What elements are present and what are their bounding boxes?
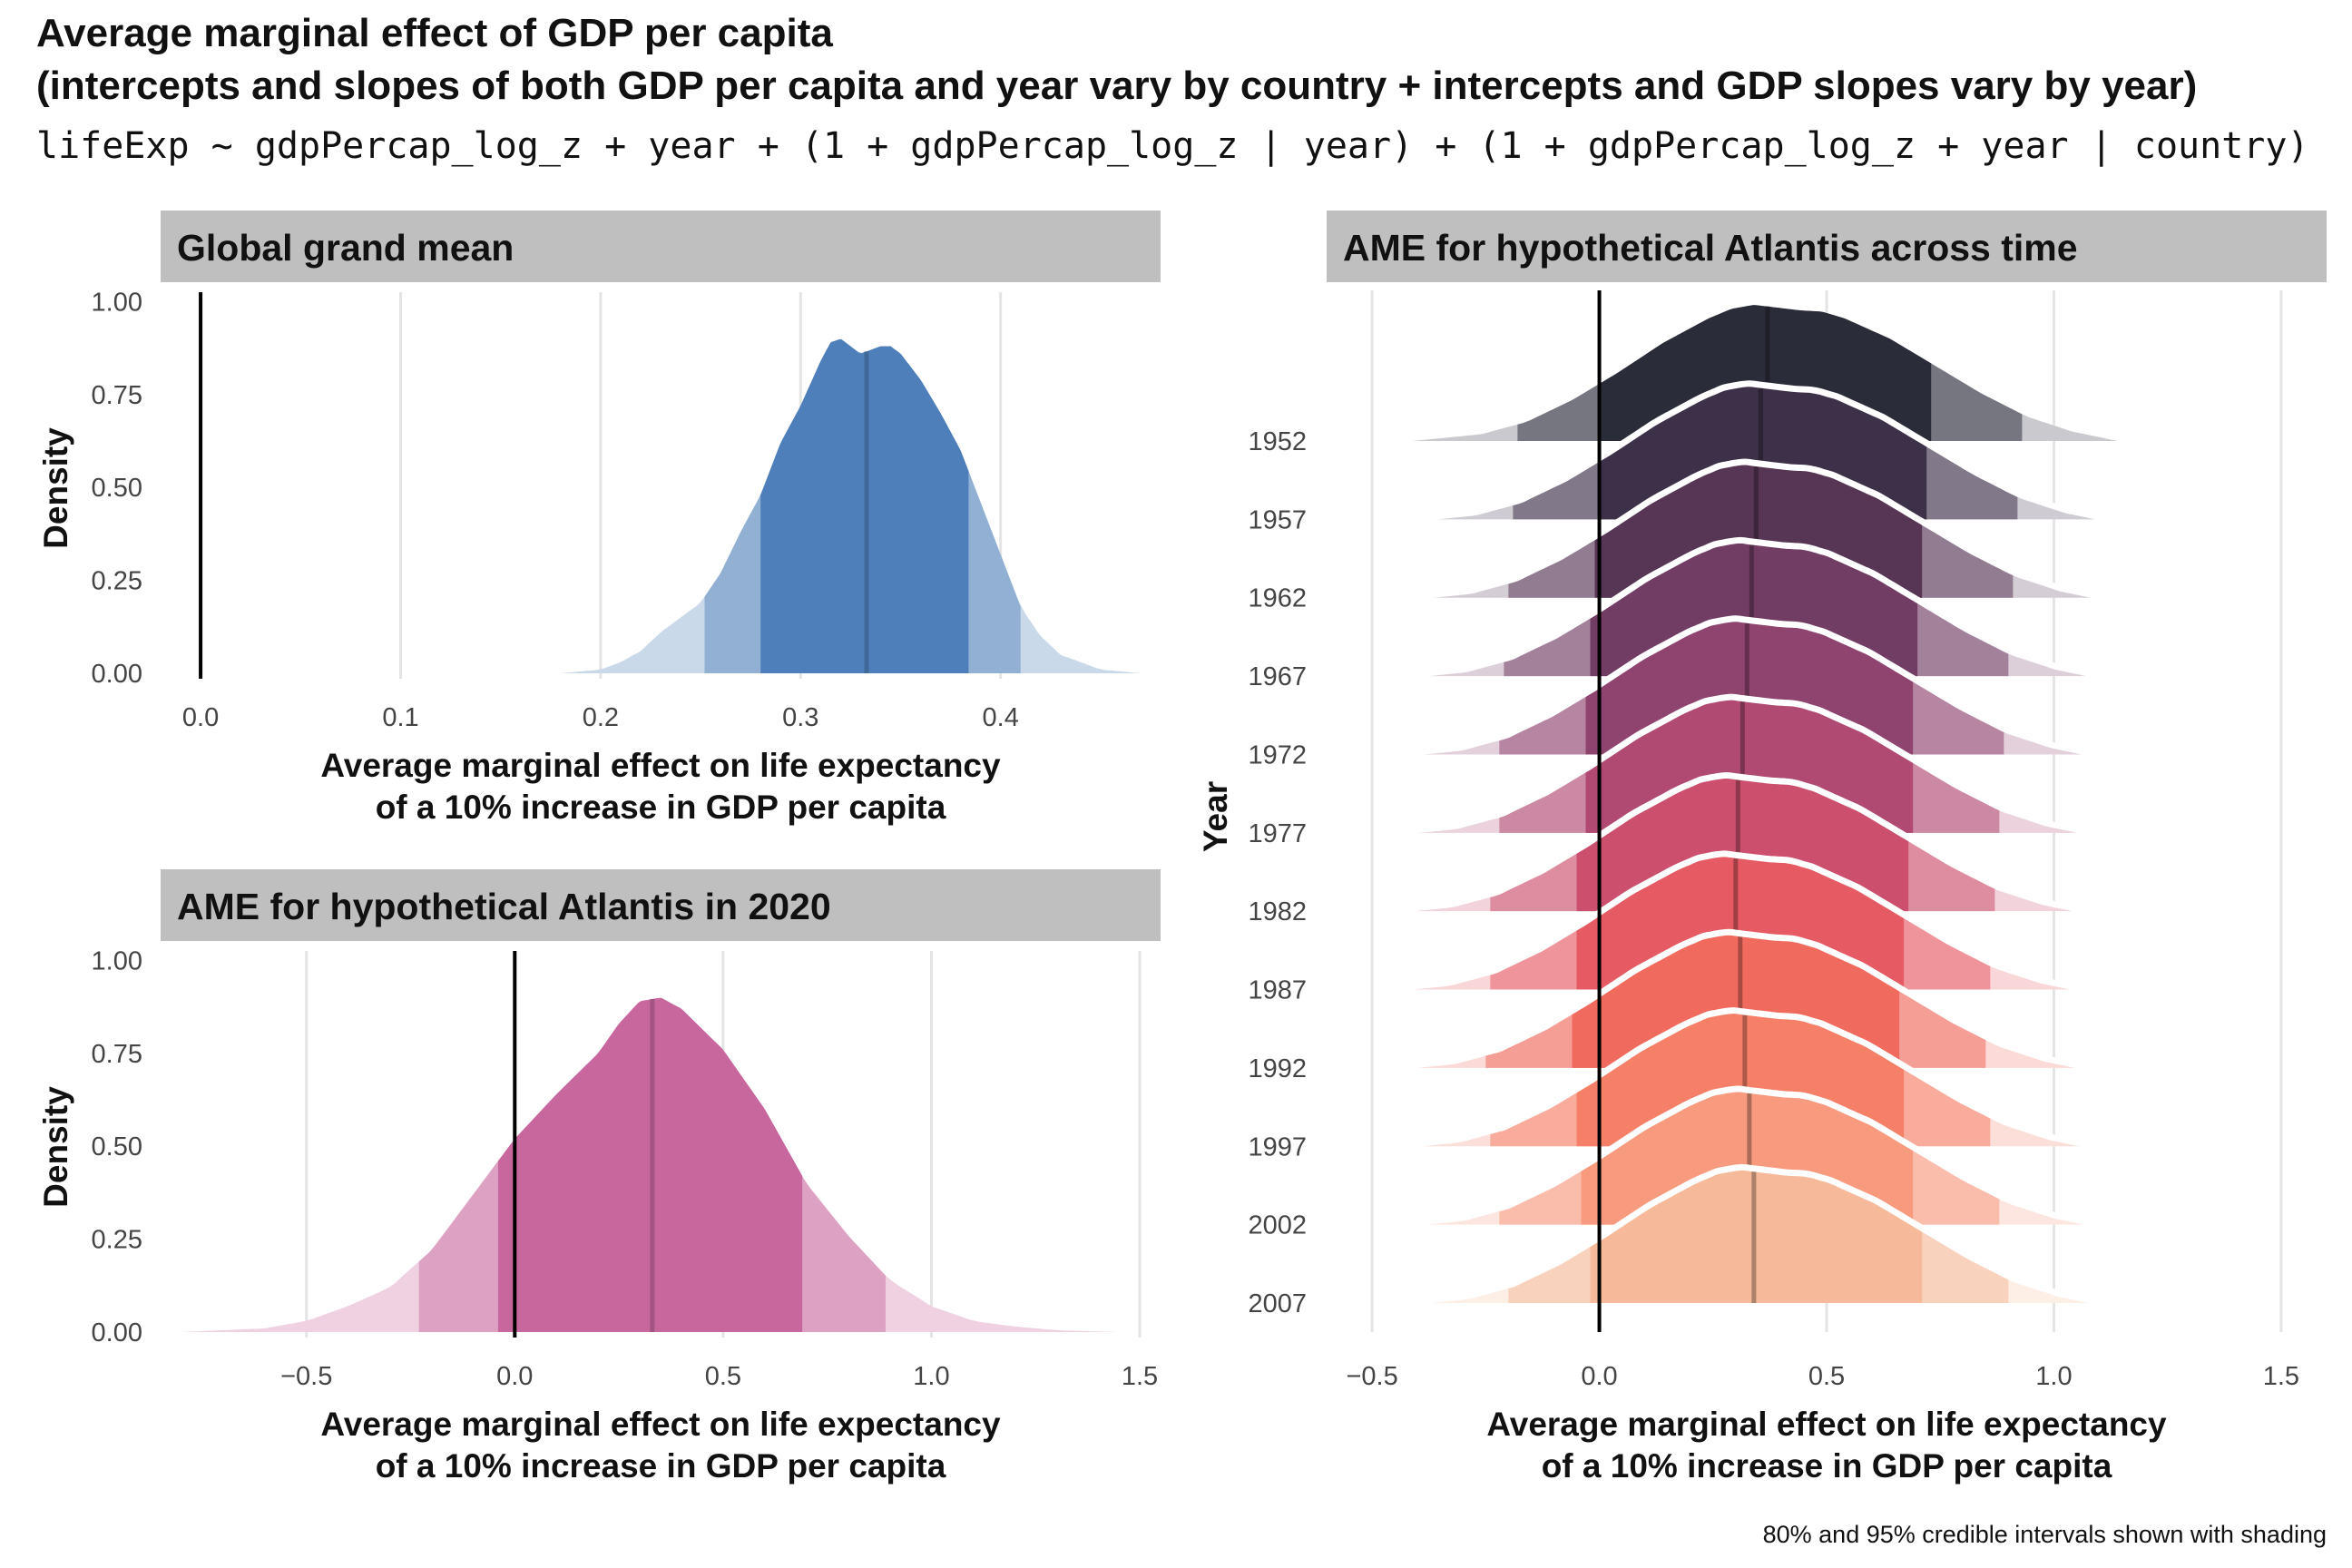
panel3-xtick-label: 1.5 [2263, 1362, 2299, 1391]
panel1-ytick-label: 0.75 [92, 381, 142, 410]
panel3-ytick-label: 1992 [1248, 1054, 1307, 1083]
title-line-2: (intercepts and slopes of both GDP per c… [36, 64, 2198, 108]
panel1-xlabel-line2: of a 10% increase in GDP per capita [376, 789, 946, 826]
panel1-ytick-label: 1.00 [92, 288, 142, 317]
panel2-ytick-label: 0.00 [92, 1318, 142, 1348]
ridge-outline-1977 [1387, 693, 2093, 837]
panel3-ylabel: Year [1197, 781, 1234, 852]
ridge-outline-1967 [1396, 536, 2102, 680]
panel2-ytick-label: 0.25 [92, 1226, 142, 1255]
panel-global-grand-mean: Global grand mean 0.0 0.1 0.2 0.3 0.4 0.000.… [37, 211, 1161, 826]
panel2-ytick-label: 1.00 [92, 946, 142, 975]
panel-atlantis-across-time: AME for hypothetical Atlantis across tim… [1197, 211, 2327, 1485]
panel3-ridges [1380, 290, 2118, 1332]
ridge-outline-1987 [1380, 850, 2087, 994]
ridge-outline-2007 [1398, 1163, 2105, 1307]
panel1-xtick-label: 0.1 [382, 703, 418, 732]
panel2-xtick-label: 0.5 [705, 1362, 741, 1391]
caption: 80% and 95% credible intervals shown wit… [1762, 1521, 2327, 1548]
panel1-y-ticks: 0.00 0.25 0.50 0.75 1.00 [92, 288, 142, 689]
panel3-ytick-label: 1972 [1248, 740, 1307, 769]
panel3-strip [1327, 211, 2327, 282]
ridge-outline-1957 [1406, 380, 2112, 523]
panel3-xlabel-line1: Average marginal effect on life expectan… [1486, 1406, 2167, 1443]
panel3-ytick-label: 1997 [1248, 1132, 1307, 1161]
panel2-xtick-label: −0.5 [280, 1362, 332, 1391]
panel3-xtick-label: 0.0 [1581, 1362, 1617, 1391]
panel3-xlabel-line2: of a 10% increase in GDP per capita [1542, 1447, 2112, 1485]
panel1-xtick-label: 0.3 [782, 703, 818, 732]
panel1-xtick-label: 0.2 [583, 703, 619, 732]
panel3-ytick-label: 1982 [1248, 897, 1307, 926]
panel-atlantis-2020: AME for hypothetical Atlantis in 2020 −0… [37, 869, 1161, 1485]
panel3-ytick-label: 2007 [1248, 1289, 1307, 1318]
panel1-strip [161, 211, 1161, 282]
ridge-2007 [1398, 1163, 2105, 1307]
panel3-xtick-label: 1.0 [2035, 1362, 2072, 1391]
panel2-xtick-label: 1.5 [1122, 1362, 1158, 1391]
panel3-ytick-label: 1987 [1248, 976, 1307, 1005]
panel1-xlabel-line1: Average marginal effect on life expectan… [320, 747, 1001, 784]
ridge-outline-1982 [1383, 772, 2089, 915]
model-formula: lifeExp ~ gdpPercap_log_z + year + (1 + … [36, 125, 2309, 167]
panel1-x-ticks: 0.0 0.1 0.2 0.3 0.4 [182, 703, 1019, 732]
panel2-xlabel-line1: Average marginal effect on life expectan… [320, 1406, 1001, 1443]
panel1-title: Global grand mean [177, 227, 514, 269]
ridge-outline-1962 [1401, 458, 2107, 602]
panel1-ytick-label: 0.25 [92, 567, 142, 596]
panel2-xtick-label: 1.0 [913, 1362, 949, 1391]
panel3-ytick-label: 1952 [1248, 427, 1307, 456]
panel3-xtick-label: −0.5 [1346, 1362, 1397, 1391]
panel2-xlabel-line2: of a 10% increase in GDP per capita [376, 1447, 946, 1485]
panel2-strip [161, 869, 1161, 941]
panel3-x-ticks: −0.5 0.0 0.5 1.0 1.5 [1346, 1362, 2299, 1391]
panel3-title: AME for hypothetical Atlantis across tim… [1343, 227, 2078, 269]
panel3-ytick-label: 1957 [1248, 505, 1307, 534]
ridge-outline-1992 [1385, 928, 2092, 1072]
panel2-ylabel: Density [37, 1086, 74, 1208]
panel2-ytick-label: 0.75 [92, 1040, 142, 1069]
panel3-ytick-label: 1967 [1248, 662, 1307, 691]
panel1-xtick-label: 0.0 [182, 703, 219, 732]
title-line-1: Average marginal effect of GDP per capit… [36, 11, 833, 55]
panel2-y-ticks: 0.00 0.25 0.50 0.75 1.00 [92, 946, 142, 1348]
panel1-density [199, 292, 1141, 679]
panel3-ytick-label: 1977 [1248, 819, 1307, 848]
ridge-outline-2002 [1394, 1085, 2101, 1229]
panel2-xtick-label: 0.0 [496, 1362, 533, 1391]
panel1-xtick-label: 0.4 [983, 703, 1019, 732]
panel1-ylabel: Density [37, 427, 74, 549]
panel3-ytick-label: 2002 [1248, 1211, 1307, 1240]
panel2-density [181, 951, 1120, 1338]
ridge-outline-1972 [1392, 615, 2098, 758]
panel2-ytick-label: 0.50 [92, 1132, 142, 1161]
panel3-xtick-label: 0.5 [1808, 1362, 1845, 1391]
panel1-ytick-label: 0.00 [92, 660, 142, 689]
ridge-outline-1997 [1389, 1007, 2096, 1150]
panel2-title: AME for hypothetical Atlantis in 2020 [177, 886, 831, 927]
chart-title: Average marginal effect of GDP per capit… [36, 7, 2197, 113]
panel1-ytick-label: 0.50 [92, 474, 142, 503]
ridge-ci80-2007 [1590, 1167, 1923, 1303]
panel3-ytick-label: 1962 [1248, 584, 1307, 613]
panel2-x-ticks: −0.5 0.0 0.5 1.0 1.5 [280, 1362, 1158, 1391]
panel3-y-ticks: 1952 1957 1962 1967 1972 1977 1982 1987 1992 1997… [1248, 427, 1307, 1318]
